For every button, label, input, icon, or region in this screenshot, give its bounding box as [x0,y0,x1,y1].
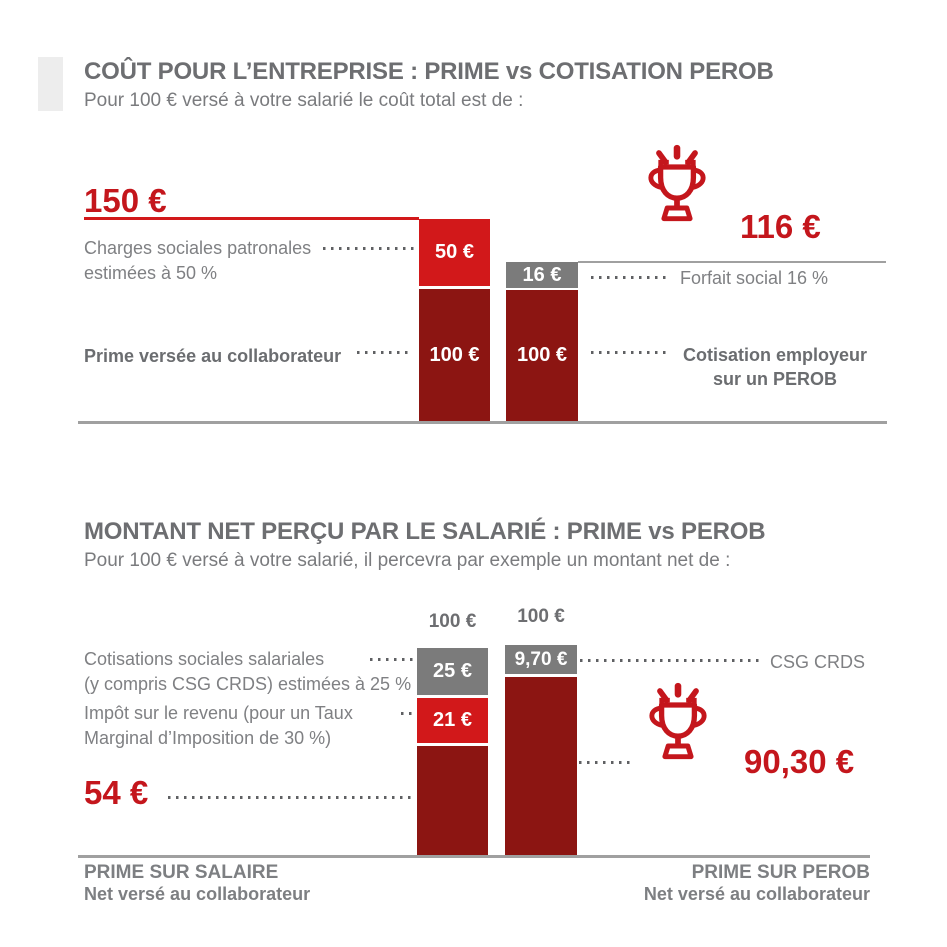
label-cotisations-salariales: Cotisations sociales salariales (y compr… [84,647,411,697]
bar4-segment-net [505,677,577,855]
trophy-handle-left [648,167,663,190]
section2-title: MONTANT NET PERÇU PAR LE SALARIÉ : PRIME… [84,518,766,545]
label-impot-line1: Impôt sur le revenu (pour un Taux [84,703,353,723]
trophy-base [662,743,694,760]
dotted-leader-prime [357,351,413,354]
trophy-handle-right [692,705,707,728]
level-line-150 [84,217,419,220]
label-impot-line2: Marginal d’Imposition de 30 %) [84,728,332,748]
trophy-base [661,205,693,222]
bar4-segment-csg-value: 9,70 € [514,648,568,670]
trophy-rim-left [658,159,669,167]
trophy-handle-left [649,705,664,728]
section2-subtitle: Pour 100 € versé à votre salarié, il per… [84,550,731,571]
label-charges-line1: Charges sociales patronales [84,238,312,258]
net-salaire-value: 54 € [84,774,149,811]
trophy-cup [658,702,698,739]
bar2-segment-cotisation-value: 100 € [516,344,568,366]
bar3-segment-cotisations: 25 € [417,648,488,695]
bar1-segment-prime: 100 € [419,289,490,421]
baseline-chart1 [78,421,887,424]
bar4-total-label: 100 € [517,606,565,627]
footer-prime-perob-sub: Net versé au collaborateur [643,884,870,904]
scan-artifact [38,57,63,111]
dotted-leader-impot [401,712,416,715]
footer-prime-salaire-title: PRIME SUR SALAIRE [84,862,279,883]
bar3-total-label: 100 € [428,611,477,632]
bar1-segment-prime-value: 100 € [429,343,480,366]
label-prime-versee: Prime versée au collaborateur [84,346,342,366]
bar3-segment-impot-value: 21 € [433,709,472,731]
dotted-leader-charges [323,247,415,250]
bar2-segment-forfait: 16 € [506,262,578,288]
label-cotisations-line2: (y compris CSG CRDS) estimées à 25 % [84,674,412,694]
trophy-cup [657,164,697,201]
label-cotisation-line1: Cotisation employeur [682,345,868,365]
dotted-leader-cotisation [591,351,668,354]
label-charges-line2: estimées à 50 % [84,263,218,283]
trophy-rim-right [686,697,697,705]
label-impot: Impôt sur le revenu (pour un Taux Margin… [84,701,353,751]
bar1-segment-charges: 50 € [419,219,490,286]
dotted-leader-cotisations [370,658,415,661]
net-perob-value: 90,30 € [744,743,855,780]
dotted-leader-forfait [591,276,668,279]
label-cotisation-line2: sur un PEROB [712,369,837,389]
section1-title: COÛT POUR L’ENTREPRISE : PRIME vs COTISA… [84,58,774,85]
footer-prime-perob-title: PRIME SUR PEROB [691,862,870,883]
dotted-leader-net-perob [579,761,635,764]
baseline-chart2 [78,855,870,858]
trophy-rim-left [659,697,670,705]
dotted-leader-csg [580,659,762,662]
level-line-116 [578,261,886,263]
trophy-rim-right [685,159,696,167]
trophy-handle-right [691,167,706,190]
trophy-icon [649,682,707,760]
bar3-segment-impot: 21 € [417,698,488,743]
bar4-segment-csg: 9,70 € [505,645,577,674]
bar3-segment-cotisations-value: 25 € [433,660,472,682]
total-prime-cost: 150 € [84,182,167,219]
trophy-icon [648,144,706,222]
dotted-leader-net-salaire [168,796,415,799]
label-forfait-social: Forfait social 16 % [680,268,829,288]
section1-subtitle: Pour 100 € versé à votre salarié le coût… [84,90,524,111]
bar1-segment-charges-value: 50 € [435,241,474,263]
total-perob-cost: 116 € [740,208,821,245]
label-cotisation-employeur: Cotisation employeur sur un PEROB [674,343,876,391]
label-csg-crds: CSG CRDS [770,652,866,672]
footer-prime-salaire-sub: Net versé au collaborateur [84,884,311,904]
bar2-segment-cotisation: 100 € [506,290,578,421]
label-charges-sociales: Charges sociales patronales estimées à 5… [84,236,311,286]
label-cotisations-line1: Cotisations sociales salariales [84,649,325,669]
bar2-segment-forfait-value: 16 € [522,263,562,286]
bar3-segment-net [417,746,488,855]
